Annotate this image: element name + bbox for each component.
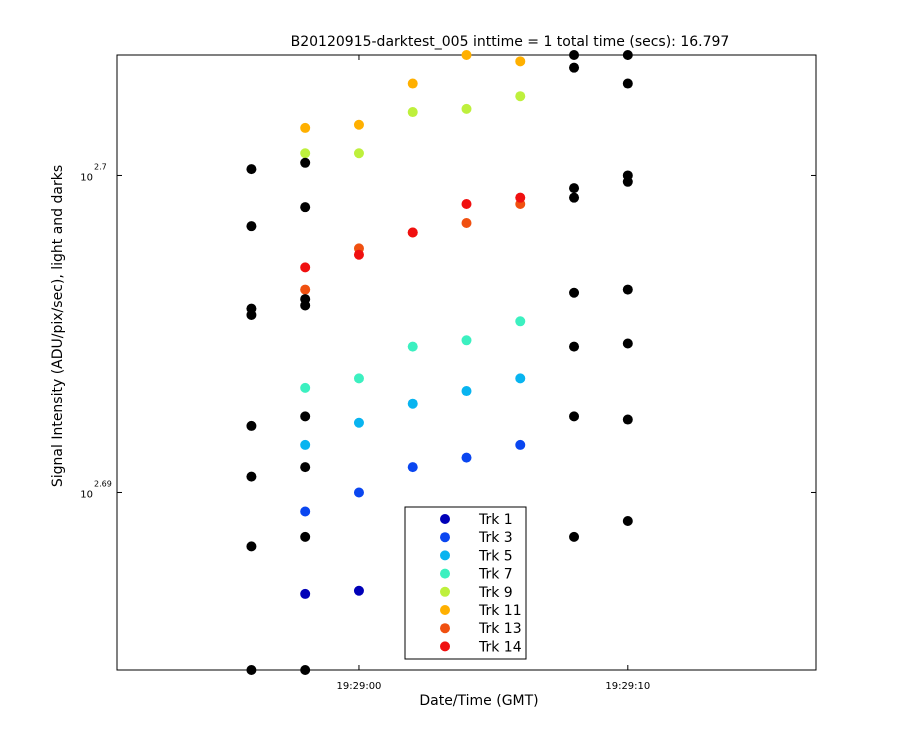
point-trk-14 <box>300 262 311 273</box>
point-trk-14 <box>461 198 472 209</box>
point-trk-7 <box>515 316 526 327</box>
point-trk-11 <box>407 78 418 89</box>
y-tick-label-base: 10 <box>80 172 93 183</box>
point-trk-11 <box>353 119 364 130</box>
point-dark <box>246 309 257 320</box>
point-trk-13 <box>461 218 472 229</box>
point-dark <box>569 531 580 542</box>
point-trk-9 <box>300 148 311 159</box>
point-dark <box>569 192 580 203</box>
legend-marker <box>440 605 450 615</box>
point-dark <box>246 221 257 232</box>
point-trk-5 <box>353 417 364 428</box>
legend-marker <box>440 623 450 634</box>
point-dark <box>622 50 633 60</box>
legend-label: Trk 7 <box>478 567 513 583</box>
point-dark <box>622 338 633 349</box>
point-trk-13 <box>300 284 311 295</box>
point-dark <box>300 411 311 422</box>
y-tick-label-base: 10 <box>80 489 93 500</box>
point-trk-7 <box>300 382 311 393</box>
point-dark <box>300 665 311 675</box>
point-trk-3 <box>515 439 526 450</box>
point-trk-3 <box>407 462 418 473</box>
legend-marker <box>440 550 450 561</box>
point-dark <box>300 531 311 542</box>
legend-label: Trk 3 <box>478 530 513 546</box>
point-dark <box>246 164 257 175</box>
legend-label: Trk 13 <box>478 621 522 637</box>
point-dark <box>300 300 311 311</box>
point-trk-3 <box>353 487 364 498</box>
point-trk-5 <box>407 398 418 409</box>
legend: Trk 1 Trk 3 Trk 5 Trk 7 Trk 9 Trk 11 Trk 13 Trk… <box>404 506 527 660</box>
point-trk-11 <box>515 56 526 67</box>
point-trk-11 <box>300 122 311 133</box>
point-trk-9 <box>353 148 364 159</box>
point-trk-9 <box>515 91 526 102</box>
point-dark <box>300 157 311 168</box>
point-dark <box>622 78 633 89</box>
legend-label: Trk 14 <box>478 639 522 655</box>
y-tick-label-exponent: 2.7 <box>94 162 107 171</box>
point-trk-5 <box>515 373 526 384</box>
point-dark <box>569 50 580 60</box>
point-dark <box>622 516 633 527</box>
legend-label: Trk 1 <box>478 512 513 528</box>
y-tick-label-exponent: 2.69 <box>94 479 112 488</box>
legend-label: Trk 11 <box>478 603 522 619</box>
x-tick-label: 19:29:00 <box>337 681 382 692</box>
point-trk-9 <box>407 107 418 118</box>
point-dark <box>246 541 257 552</box>
point-dark <box>569 411 580 422</box>
point-trk-11 <box>461 50 472 60</box>
point-dark <box>246 420 257 431</box>
point-dark <box>246 471 257 482</box>
point-dark <box>569 183 580 194</box>
point-dark <box>569 341 580 352</box>
point-trk-7 <box>353 373 364 384</box>
point-dark <box>300 462 311 473</box>
x-axis-label: Date/Time (GMT) <box>419 693 538 709</box>
y-axis-label: Signal Intensity (ADU/pix/sec), light an… <box>50 165 66 487</box>
point-dark <box>622 284 633 295</box>
legend-label: Trk 9 <box>478 585 513 601</box>
chart-title: B20120915-darktest_005 inttime = 1 total… <box>291 34 730 50</box>
legend-marker <box>440 586 450 597</box>
point-dark <box>300 202 311 213</box>
point-dark <box>622 414 633 425</box>
point-trk-1 <box>353 585 364 596</box>
data-points <box>246 50 633 675</box>
point-trk-7 <box>461 335 472 346</box>
point-dark <box>622 176 633 187</box>
point-trk-7 <box>407 341 418 352</box>
legend-marker <box>440 641 450 652</box>
legend-label: Trk 5 <box>478 548 513 564</box>
point-dark <box>569 287 580 298</box>
x-tick-label: 19:29:10 <box>605 681 650 692</box>
point-trk-14 <box>407 227 418 238</box>
point-trk-3 <box>461 452 472 463</box>
point-trk-14 <box>515 192 526 203</box>
legend-marker <box>440 568 450 579</box>
point-dark <box>246 665 257 675</box>
legend-box <box>404 506 527 660</box>
legend-marker <box>440 532 450 543</box>
legend-marker <box>440 514 450 524</box>
point-trk-5 <box>300 439 311 450</box>
point-trk-9 <box>461 103 472 114</box>
point-trk-1 <box>300 588 311 599</box>
point-trk-3 <box>300 506 311 517</box>
point-dark <box>569 62 580 73</box>
point-trk-5 <box>461 386 472 397</box>
point-trk-14 <box>353 249 364 260</box>
